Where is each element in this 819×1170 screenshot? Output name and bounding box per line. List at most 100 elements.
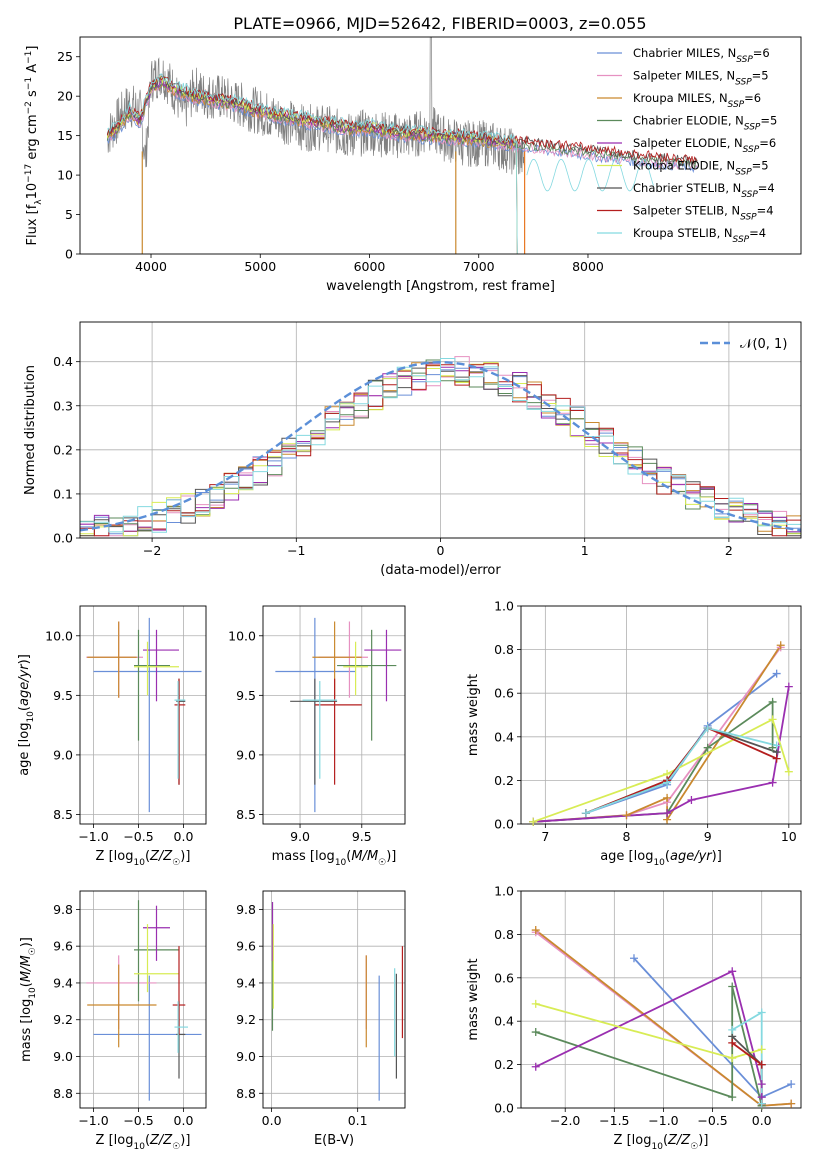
- y-axis-label-part: s: [25, 90, 40, 101]
- x-tick-label: −0.5: [697, 1113, 727, 1128]
- legend-text: Salpeter MILES, N: [633, 69, 735, 83]
- legend-sub: SSP: [740, 213, 757, 223]
- y-axis-label-part: M/M: [19, 955, 34, 982]
- x-tick-label: 2: [725, 543, 733, 558]
- x-axis-label-part: (data-model)/error: [380, 563, 501, 578]
- legend-n: =6: [744, 91, 761, 105]
- legend-label: Chabrier ELODIE, NSSP=5: [633, 114, 777, 133]
- y-tick-label: 0.1: [53, 486, 73, 501]
- x-axis-label-part: 10: [133, 1142, 145, 1152]
- x-tick-label: 0.0: [262, 1113, 282, 1128]
- y-axis-label-part: ☉: [28, 947, 38, 955]
- x-tick-label: −1.5: [599, 1113, 629, 1128]
- y-tick-label: 0.0: [494, 1101, 514, 1116]
- y-tick-label: 10.0: [228, 628, 256, 643]
- y-tick-label: 10: [57, 168, 73, 183]
- weight-line-kroupa-elodie: [532, 718, 790, 823]
- weight-point-chabrier-elodie: [531, 1028, 540, 1037]
- y-axis-label: mass weight: [466, 958, 481, 1040]
- x-axis-label-part: )]: [698, 1133, 708, 1148]
- weight-line-salpeter-stelib: [585, 726, 778, 814]
- legend-text: Chabrier STELIB, N: [633, 181, 741, 195]
- legend-n: =5: [752, 69, 769, 83]
- legend-n: =5: [760, 114, 777, 128]
- y-axis-label-part: (: [19, 982, 34, 987]
- weight-point-kroupa-miles: [531, 926, 540, 935]
- y-tick-label: 9.4: [236, 975, 256, 990]
- weight-point-salpeter-stelib: [772, 754, 781, 763]
- figure-title: PLATE=0966, MJD=52642, FIBERID=0003, z=0…: [233, 14, 646, 33]
- legend-label: Salpeter MILES, NSSP=5: [633, 69, 769, 88]
- weight-point-kroupa-stelib: [663, 778, 672, 787]
- axes-frame: [262, 890, 406, 1109]
- legend-label: Salpeter STELIB, NSSP=4: [633, 204, 774, 223]
- model-line-kroupa-stelib-red: [526, 158, 654, 192]
- y-axis-label-part: 10: [26, 711, 36, 723]
- weight-point-kroupa-stelib: [757, 1008, 766, 1017]
- y-tick-label: 9.5: [236, 688, 256, 703]
- y-tick-label: 0: [65, 247, 73, 262]
- age-vs-metallicity-panel: −1.0 −0.5 0.08.59.09.510.0Z [log10(Z/Z☉)]a…: [17, 605, 207, 868]
- y-tick-label: 0.6: [494, 970, 514, 985]
- y-tick-label: 10.0: [45, 628, 73, 643]
- weight-point-chabrier-elodie: [728, 982, 737, 991]
- y-tick-label: 0.4: [53, 354, 73, 369]
- y-tick-label: 0.2: [53, 442, 73, 457]
- x-tick-label: 7: [541, 829, 549, 844]
- weight-point-kroupa-elodie: [531, 999, 540, 1008]
- legend-text: Salpeter STELIB, N: [633, 204, 740, 218]
- y-tick-label: 9.8: [53, 902, 73, 917]
- x-tick-label: 0.0: [174, 1113, 194, 1128]
- y-tick-label: 9.5: [53, 688, 73, 703]
- weight-line-salpeter-elodie: [533, 686, 790, 823]
- legend-text: Kroupa MILES, N: [633, 91, 728, 105]
- legend-label: Chabrier STELIB, NSSP=4: [633, 181, 775, 200]
- y-tick-label: 0.3: [53, 398, 73, 413]
- x-axis-label-part: ☉: [172, 1142, 180, 1152]
- mass-vs-extinction-panel: 0.0 0.1 8.8 9.0 9.2 9.4 9.6 9.8 E(B-V): [236, 890, 406, 1148]
- weight-point-salpeter-elodie: [728, 967, 737, 976]
- spectrum-panel: 4000 5000 6000 7000 8000 0 5 10 15 20 25 Chabrier M…: [24, 36, 802, 294]
- x-axis-label-part: (: [665, 849, 670, 864]
- legend-label: Salpeter ELODIE, NSSP=6: [633, 136, 776, 155]
- data-spectrum-line: [106, 37, 525, 175]
- y-axis-label-part: 10: [28, 987, 38, 999]
- x-axis-label-part: 10: [335, 858, 347, 868]
- y-tick-label: 8.8: [236, 1086, 256, 1101]
- y-axis-label: Flux [fλ10−17 erg cm−2 s−1 A−1]: [24, 46, 44, 246]
- legend-label: 𝒩(0, 1): [740, 337, 787, 352]
- x-axis-label-part: Z [log: [96, 1133, 134, 1148]
- x-axis-label-part: wavelength [Angstrom, rest frame]: [326, 279, 555, 294]
- y-axis-label-part: mass weight: [466, 958, 481, 1040]
- axes-frame: [520, 890, 802, 1109]
- spectrum-plot-area: [106, 37, 698, 254]
- y-axis-label-part: age [log: [17, 723, 32, 776]
- x-axis-label-part: Z/Z: [149, 1133, 173, 1148]
- weight-point-chabrier-miles: [787, 1080, 796, 1089]
- y-tick-label: 9.0: [53, 747, 73, 762]
- y-tick-label: 9.6: [53, 939, 73, 954]
- mass-vs-extinction-plot-area: [271, 902, 404, 1101]
- legend-sub: SSP: [728, 100, 745, 110]
- x-axis-label-part: )]: [180, 849, 190, 864]
- age-vs-mass-plot-area: [275, 617, 402, 813]
- y-tick-label: 9.2: [236, 1012, 256, 1027]
- y-tick-label: 9.4: [53, 975, 73, 990]
- weight-point-chabrier-elodie: [728, 1093, 737, 1102]
- x-tick-label: −1.0: [648, 1113, 678, 1128]
- x-tick-label: −1: [287, 543, 305, 558]
- x-tick-label: 0.0: [174, 829, 194, 844]
- mass-weight-vs-metallicity-panel: −2.0 −1.5 −1.0 −0.5 0.0 0.0 0.2 0.4 0.6 0.8 1.0 Z […: [466, 884, 802, 1152]
- x-axis-label-part: ☉: [172, 858, 180, 868]
- y-tick-label: 1.0: [494, 884, 514, 899]
- weight-point-chabrier-elodie: [768, 697, 777, 706]
- x-axis-label-part: Z/Z: [149, 849, 173, 864]
- model-line-kroupa-miles: [106, 83, 518, 254]
- legend-sub: SSP: [735, 168, 752, 178]
- x-tick-label: 6000: [354, 259, 386, 274]
- legend-n: =6: [753, 46, 770, 60]
- x-axis-label-part: 10: [653, 858, 665, 868]
- weight-point-kroupa-elodie: [768, 715, 777, 724]
- weight-point-kroupa-miles: [776, 641, 785, 650]
